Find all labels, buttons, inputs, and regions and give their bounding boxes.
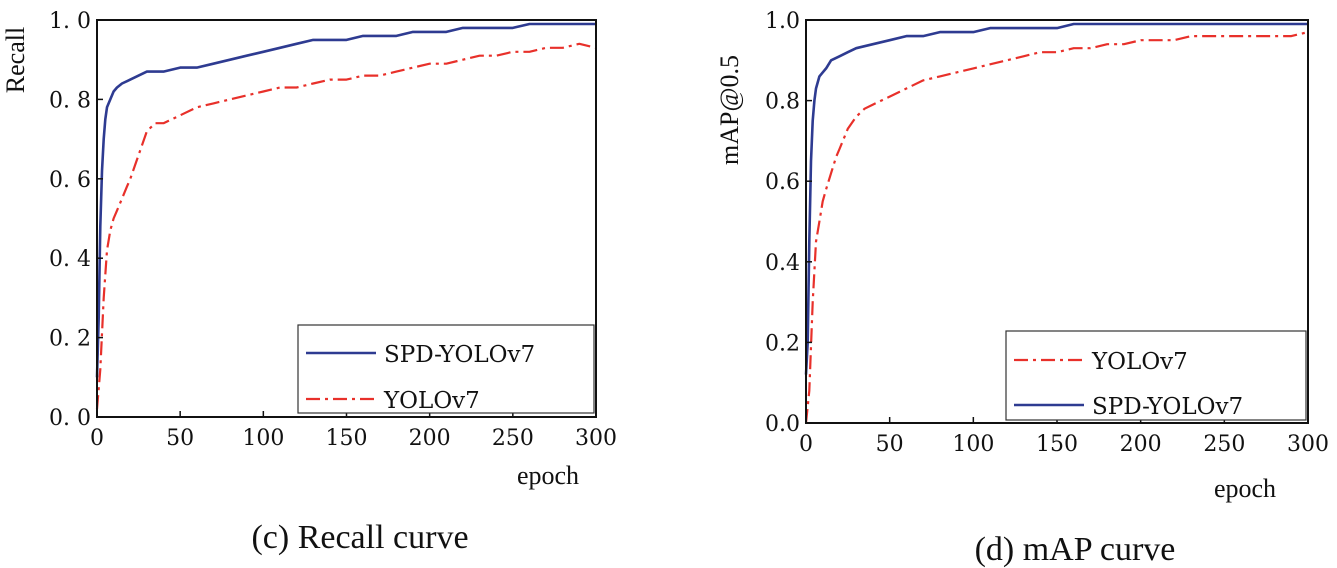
map-legend-label: YOLOv7 bbox=[1091, 349, 1188, 375]
map-x-tick-label: 150 bbox=[1036, 432, 1078, 457]
recall-x-tick-label: 50 bbox=[166, 426, 194, 451]
map-x-tick-label: 50 bbox=[876, 432, 904, 457]
map-y-tick-label: 0.0 bbox=[765, 412, 800, 437]
map-series-yolov7 bbox=[804, 31, 1309, 424]
recall-y-tick-label: 0. 6 bbox=[49, 168, 91, 193]
recall-legend-box bbox=[297, 324, 595, 414]
recall-x-tick-label: 0 bbox=[90, 426, 104, 451]
recall-caption: (c) Recall curve bbox=[251, 519, 468, 556]
recall-x-axis-label: epoch bbox=[517, 461, 579, 490]
recall-series-spd-yolov7 bbox=[95, 22, 596, 378]
recall-y-tick-label: 0. 8 bbox=[49, 88, 91, 113]
map-x-tick-label: 250 bbox=[1203, 432, 1245, 457]
recall-y-tick-label: 0. 0 bbox=[49, 406, 91, 431]
recall-y-tick-label: 1. 0 bbox=[49, 9, 91, 34]
map-y-tick-label: 0.2 bbox=[765, 331, 800, 356]
recall-x-tick-label: 150 bbox=[326, 426, 368, 451]
map-caption: (d) mAP curve bbox=[975, 531, 1176, 568]
map-y-tick-label: 0.8 bbox=[765, 90, 800, 115]
recall-x-tick-label: 200 bbox=[409, 426, 451, 451]
map-y-axis-label: mAP@0.5 bbox=[715, 55, 744, 165]
map-x-tick-label: 100 bbox=[952, 432, 994, 457]
recall-series-yolov7 bbox=[95, 42, 597, 410]
recall-legend: SPD-YOLOv7 YOLOv7 bbox=[297, 324, 595, 414]
map-chart: 0 50 100 150 200 250 300 0.0 0.2 0.4 0.6 0.8 1.0 mAP… bbox=[715, 9, 1329, 568]
map-y-tick-label: 0.4 bbox=[765, 251, 800, 276]
map-y-tick-label: 0.6 bbox=[765, 170, 800, 195]
recall-chart: 0 50 100 150 200 250 300 0. 0 0. 2 0. 4 0. 6 0. 8 1.… bbox=[1, 9, 617, 556]
map-x-axis-label: epoch bbox=[1214, 474, 1276, 503]
map-y-tick-label: 1.0 bbox=[765, 9, 800, 34]
recall-x-tick-label: 100 bbox=[242, 426, 284, 451]
recall-x-tick-label: 250 bbox=[492, 426, 534, 451]
recall-legend-label: SPD-YOLOv7 bbox=[384, 342, 535, 368]
recall-y-tick-label: 0. 2 bbox=[49, 327, 91, 352]
map-legend-label: SPD-YOLOv7 bbox=[1092, 394, 1243, 420]
map-x-tick-label: 0 bbox=[799, 432, 813, 457]
map-x-tick-label: 200 bbox=[1120, 432, 1162, 457]
recall-y-axis-label: Recall bbox=[1, 27, 30, 93]
map-x-tick-label: 300 bbox=[1287, 432, 1329, 457]
map-series-spd-yolov7 bbox=[804, 22, 1308, 375]
recall-legend-label: YOLOv7 bbox=[383, 388, 480, 414]
recall-x-tick-label: 300 bbox=[575, 426, 617, 451]
recall-y-tick-label: 0. 4 bbox=[49, 247, 91, 272]
map-legend: YOLOv7 SPD-YOLOv7 bbox=[1005, 330, 1307, 421]
